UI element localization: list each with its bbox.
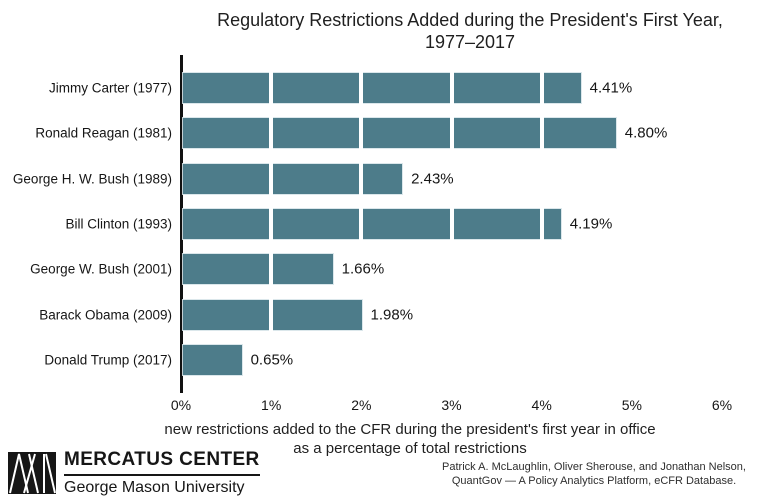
gridline-cut (269, 162, 274, 195)
chart-title-line1: Regulatory Restrictions Added during the… (217, 10, 723, 30)
gridline-cut (539, 117, 544, 150)
bar-value-label: 4.41% (589, 79, 633, 97)
category-label: Jimmy Carter (1977) (48, 80, 172, 96)
bar-value-label: 2.43% (411, 170, 454, 188)
x-tick-label: 2% (351, 397, 372, 413)
bar-1: 4.41% (183, 72, 632, 104)
logo-org-name: MERCATUS CENTER (64, 449, 260, 476)
bar-3: 2.43% (183, 162, 454, 195)
y-axis-line (180, 55, 183, 393)
mercatus-logo: MERCATUS CENTER George Mason University (8, 449, 260, 497)
bar-6: 1.98% (183, 298, 413, 331)
gridline-cut (539, 72, 544, 104)
x-axis-label-line1: new restrictions added to the CFR during… (164, 421, 656, 438)
bar-5: 1.66% (183, 253, 384, 286)
gridline-cut (359, 117, 364, 150)
source-credit-line2: QuantGov — A Policy Analytics Platform, … (451, 475, 737, 487)
bar-value-label: 1.66% (341, 260, 385, 278)
bar-4: 4.19% (183, 207, 612, 240)
gridline-cut (359, 72, 364, 104)
x-tick-label: 3% (441, 397, 462, 413)
gridline-cut (449, 72, 454, 104)
gridline-cut (269, 207, 274, 240)
bar-value-label: 4.80% (624, 124, 668, 142)
bar-7: 0.65% (183, 344, 293, 375)
x-tick-label: 5% (621, 397, 642, 413)
source-credit: Patrick A. McLaughlin, Oliver Sherouse, … (442, 460, 746, 488)
gridline-cut (539, 207, 544, 240)
category-label: Bill Clinton (1993) (65, 216, 172, 232)
gridline-cut (269, 72, 274, 104)
category-label: George H. W. Bush (1989) (12, 171, 172, 187)
category-label: Donald Trump (2017) (44, 352, 172, 368)
x-axis-label-line2: as a percentage of total restrictions (293, 440, 527, 457)
gridline-cut (449, 207, 454, 240)
logo-university-name: George Mason University (64, 479, 245, 496)
bar-value-label: 0.65% (250, 351, 294, 369)
logo-text: MERCATUS CENTER George Mason University (64, 449, 260, 497)
bar-value-label: 4.19% (569, 215, 613, 233)
category-label: Ronald Reagan (1981) (35, 125, 172, 141)
chart-title: Regulatory Restrictions Added during the… (217, 9, 723, 53)
x-tick-label: 6% (711, 397, 733, 413)
category-label: Barack Obama (2009) (39, 307, 172, 323)
x-tick-label: 1% (261, 397, 282, 413)
gridline-cut (359, 207, 364, 240)
gridline-cut (269, 117, 274, 150)
x-tick-label: 0% (170, 397, 192, 413)
x-tick-label: 4% (531, 397, 552, 413)
bar-2: 4.80% (183, 117, 667, 150)
x-axis-label: new restrictions added to the CFR during… (164, 420, 655, 458)
gridline-cut (269, 298, 274, 331)
gridline-cut (449, 117, 454, 150)
bar-value-label: 1.98% (370, 306, 414, 324)
chart-title-line2: 1977–2017 (424, 32, 516, 52)
mercatus-m-mark-icon (8, 452, 56, 494)
gridline-cut (269, 253, 274, 286)
gridline-cut (359, 162, 364, 195)
plot-area: 4.41% 4.80% 2.43% 4.19% 1.66% 1.98% 0.65% (180, 55, 722, 393)
category-label: George W. Bush (2001) (30, 261, 172, 277)
source-credit-line1: Patrick A. McLaughlin, Oliver Sherouse, … (442, 461, 746, 473)
